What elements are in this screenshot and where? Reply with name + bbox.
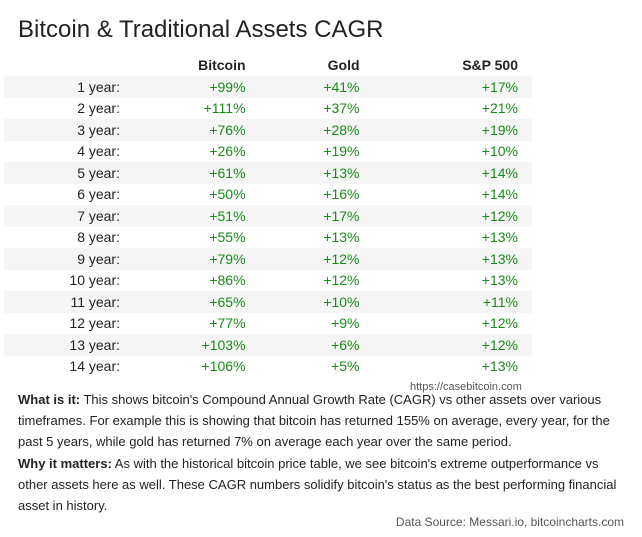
bitcoin-cagr: +50% xyxy=(209,186,246,203)
what-is-it-paragraph: What is it: This shows bitcoin's Compoun… xyxy=(18,389,624,452)
row-label: 9 year: xyxy=(77,250,120,267)
table-row: 5 year: +61% +13% +14% xyxy=(4,162,532,184)
what-is-it-text: This shows bitcoin's Compound Annual Gro… xyxy=(18,392,610,449)
sp500-cagr: +13% xyxy=(481,250,518,267)
bitcoin-cagr: +26% xyxy=(209,143,246,160)
why-it-matters-text: As with the historical bitcoin price tab… xyxy=(18,456,617,513)
cagr-table: Bitcoin Gold S&P 500 1 year: +99% +41% +17%… xyxy=(4,54,532,377)
gold-cagr: +13% xyxy=(323,164,360,181)
header-label-col xyxy=(4,54,120,76)
bitcoin-cagr: +103% xyxy=(201,336,246,353)
table-row: 1 year: +99% +41% +17% xyxy=(4,76,532,98)
bitcoin-cagr: +65% xyxy=(209,293,246,310)
table-row: 3 year: +76% +28% +19% xyxy=(4,119,532,141)
sp500-cagr: +21% xyxy=(481,100,518,117)
gold-cagr: +37% xyxy=(323,100,360,117)
bitcoin-cagr: +76% xyxy=(209,121,246,138)
data-source: Data Source: Messari.io, bitcoincharts.c… xyxy=(395,515,624,529)
sp500-cagr: +19% xyxy=(481,121,518,138)
table-row: 11 year: +65% +10% +11% xyxy=(4,291,532,313)
row-label: 6 year: xyxy=(77,186,120,203)
table-row: 14 year: +106% +5% +13% xyxy=(4,355,532,377)
row-label: 10 year: xyxy=(69,272,120,289)
header-sp500: S&P 500 xyxy=(462,57,518,73)
page-title: Bitcoin & Traditional Assets CAGR xyxy=(18,16,384,43)
table-row: 9 year: +79% +12% +13% xyxy=(4,248,532,270)
sp500-cagr: +14% xyxy=(481,164,518,181)
watermark: https://casebitcoin.com xyxy=(410,381,522,393)
gold-cagr: +12% xyxy=(323,250,360,267)
header-gold: Gold xyxy=(327,57,360,73)
gold-cagr: +6% xyxy=(331,336,360,353)
bitcoin-cagr: +55% xyxy=(209,229,246,246)
row-label: 2 year: xyxy=(77,100,120,117)
row-label: 7 year: xyxy=(77,207,120,224)
sp500-cagr: +17% xyxy=(481,78,518,95)
row-label: 5 year: xyxy=(77,164,120,181)
sp500-cagr: +12% xyxy=(481,336,518,353)
bitcoin-cagr: +106% xyxy=(201,358,246,375)
table-row: 10 year: +86% +12% +13% xyxy=(4,269,532,291)
gold-cagr: +17% xyxy=(323,207,360,224)
row-label: 4 year: xyxy=(77,143,120,160)
sp500-cagr: +13% xyxy=(481,272,518,289)
table-row: 13 year: +103% +6% +12% xyxy=(4,334,532,356)
bitcoin-cagr: +77% xyxy=(209,315,246,332)
sp500-cagr: +14% xyxy=(481,186,518,203)
row-label: 1 year: xyxy=(77,78,120,95)
gold-cagr: +28% xyxy=(323,121,360,138)
sp500-cagr: +10% xyxy=(481,143,518,160)
sp500-cagr: +11% xyxy=(482,293,518,310)
gold-cagr: +10% xyxy=(323,293,360,310)
bitcoin-cagr: +79% xyxy=(209,250,246,267)
sp500-cagr: +13% xyxy=(481,358,518,375)
row-label: 13 year: xyxy=(69,336,120,353)
table-row: 6 year: +50% +16% +14% xyxy=(4,183,532,205)
why-it-matters-paragraph: Why it matters: As with the historical b… xyxy=(18,453,624,516)
gold-cagr: +13% xyxy=(323,229,360,246)
table-row: 2 year: +111% +37% +21% xyxy=(4,97,532,119)
table-row: 7 year: +51% +17% +12% xyxy=(4,205,532,227)
what-is-it-label: What is it: xyxy=(18,392,81,407)
gold-cagr: +19% xyxy=(323,143,360,160)
bitcoin-cagr: +51% xyxy=(209,207,246,224)
row-label: 8 year: xyxy=(77,229,120,246)
bitcoin-cagr: +111% xyxy=(203,100,246,117)
row-label: 11 year: xyxy=(70,293,120,310)
bitcoin-cagr: +86% xyxy=(209,272,246,289)
bitcoin-cagr: +99% xyxy=(209,78,246,95)
table-row: 8 year: +55% +13% +13% xyxy=(4,226,532,248)
sp500-cagr: +12% xyxy=(481,207,518,224)
gold-cagr: +16% xyxy=(323,186,360,203)
sp500-cagr: +13% xyxy=(481,229,518,246)
bitcoin-cagr: +61% xyxy=(209,164,246,181)
row-label: 3 year: xyxy=(77,121,120,138)
table-header-row: Bitcoin Gold S&P 500 xyxy=(4,54,532,76)
row-label: 14 year: xyxy=(69,358,120,375)
why-it-matters-label: Why it matters: xyxy=(18,456,112,471)
table-row: 4 year: +26% +19% +10% xyxy=(4,140,532,162)
row-label: 12 year: xyxy=(69,315,120,332)
gold-cagr: +41% xyxy=(323,78,360,95)
table-body: 1 year: +99% +41% +17% 2 year: +111% +37% +21% 3… xyxy=(4,76,532,377)
gold-cagr: +12% xyxy=(323,272,360,289)
table-row: 12 year: +77% +9% +12% xyxy=(4,312,532,334)
header-bitcoin: Bitcoin xyxy=(198,57,246,73)
sp500-cagr: +12% xyxy=(481,315,518,332)
gold-cagr: +5% xyxy=(331,358,360,375)
gold-cagr: +9% xyxy=(331,315,360,332)
